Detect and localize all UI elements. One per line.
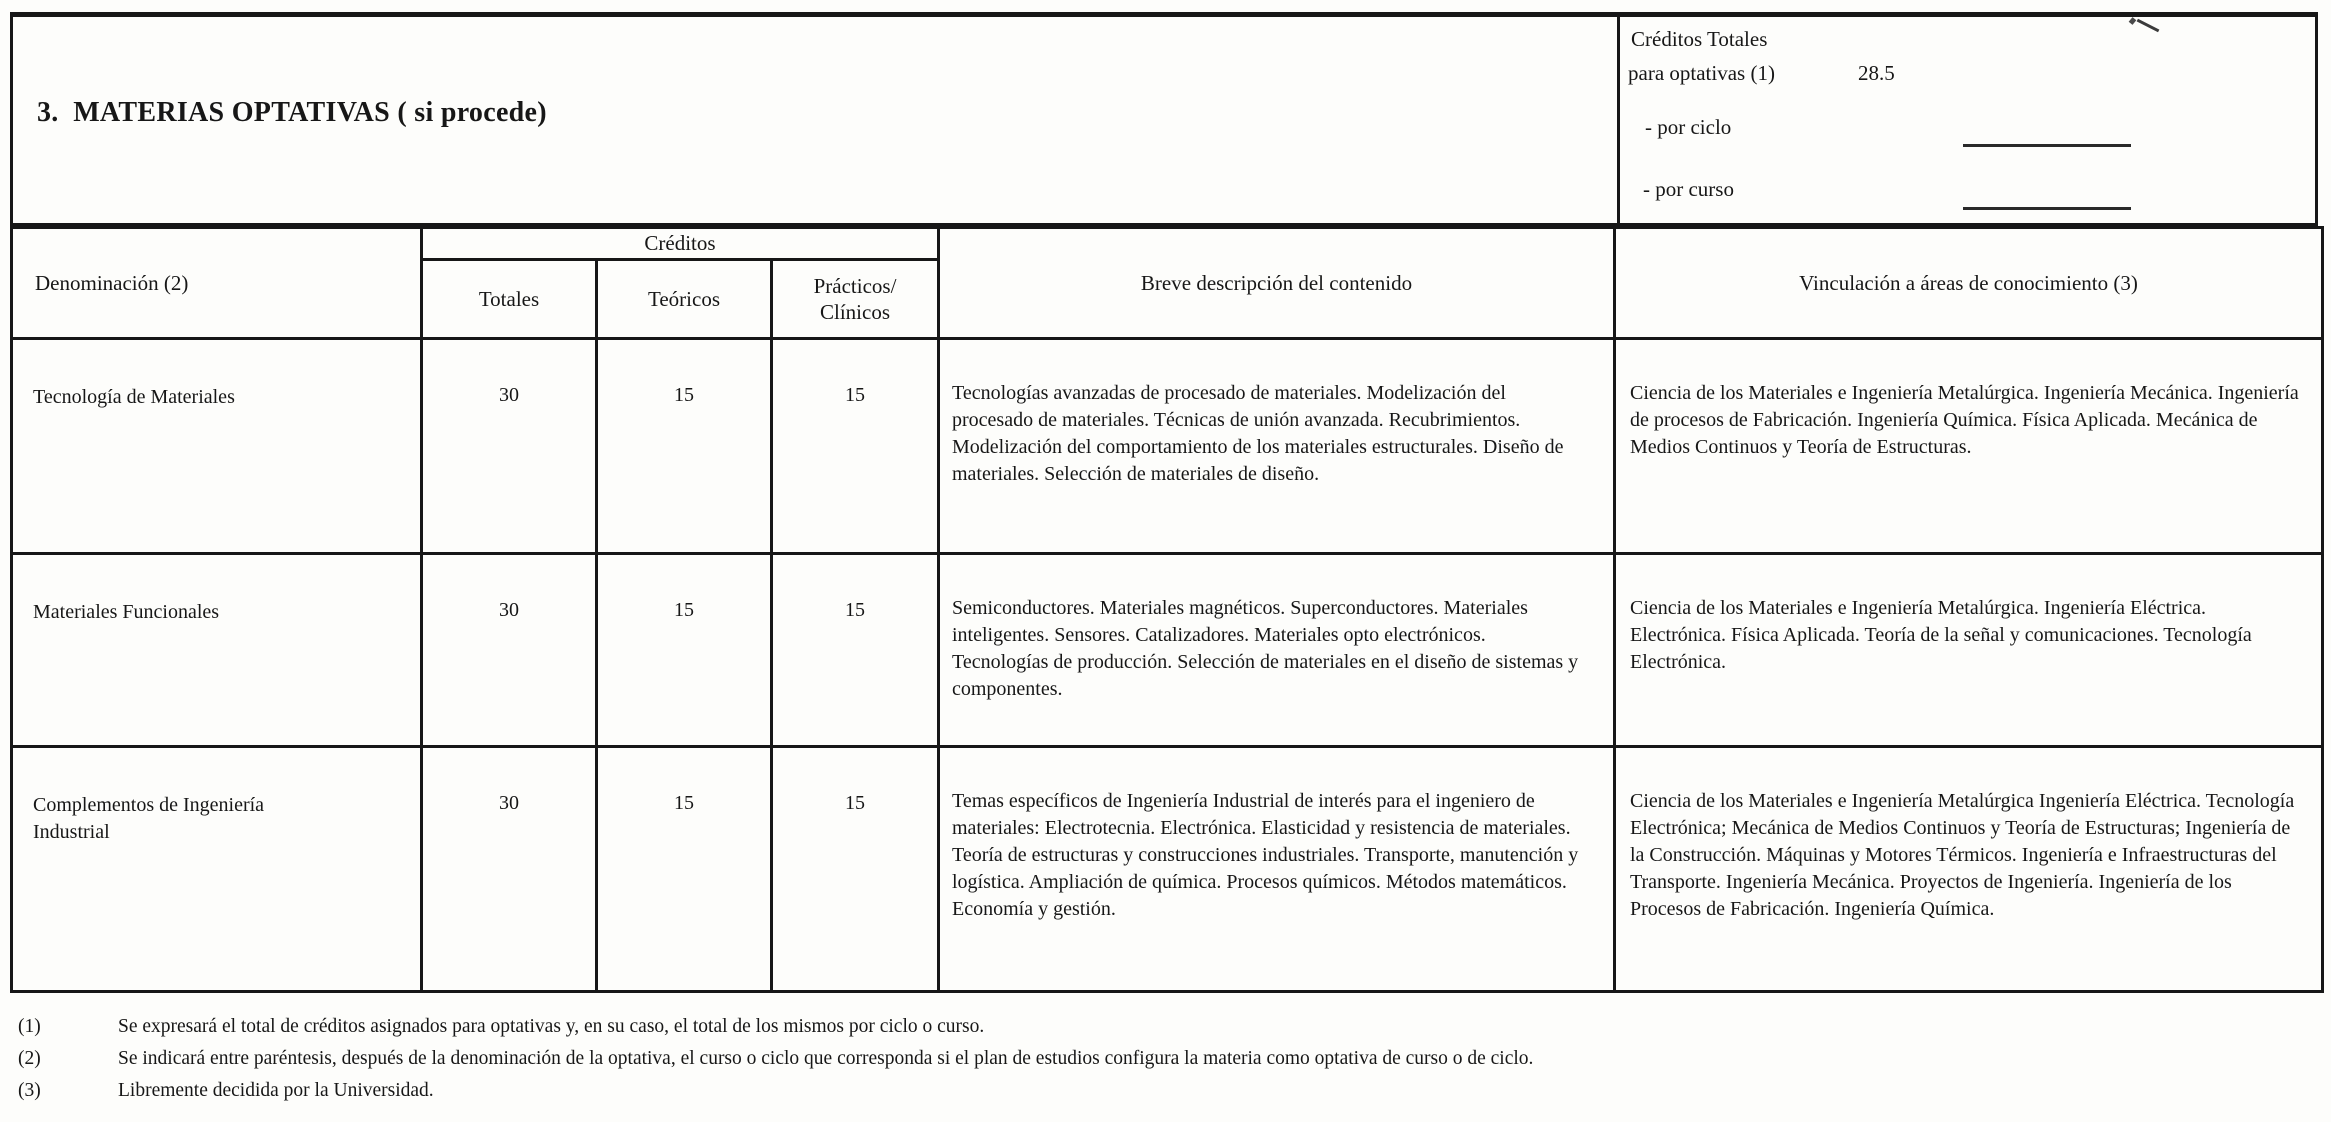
cell-credits-practical: 15	[770, 552, 940, 748]
footnotes: (1) Se expresará el total de créditos as…	[18, 1016, 2318, 1112]
cell-credits-total: 30	[420, 552, 598, 748]
credits-totals-label-line1: Créditos Totales	[1631, 27, 1768, 51]
credits-totals-box: Créditos Totales para optativas (1) 28.5…	[13, 17, 2315, 223]
header-linkage: Vinculación a áreas de conocimiento (3)	[1613, 226, 2324, 340]
footnote-text: Se expresará el total de créditos asigna…	[118, 1016, 985, 1037]
cell-credits-practical: 15	[770, 745, 940, 993]
cell-linkage: Ciencia de los Materiales e Ingeniería M…	[1613, 337, 2324, 555]
table-row-tecnologia-de-materiales: Tecnología de Materiales 30 15 15 Tecnol…	[10, 337, 2324, 555]
credits-totals-label-line2: para optativas (1)	[1628, 61, 1775, 85]
header-credits-totals: Totales	[420, 258, 598, 340]
header-denomination: Denominación (2)	[10, 226, 423, 340]
table-row-complementos-ingenieria-industrial: Complementos de Ingeniería Industrial 30…	[10, 745, 2324, 993]
tick-stroke	[2136, 18, 2160, 33]
footnote-2: (2) Se indicará entre paréntesis, despué…	[18, 1048, 2318, 1070]
form-header-section: 3. MATERIAS OPTATIVAS ( si procede) Créd…	[10, 12, 2318, 226]
cell-denomination: Tecnología de Materiales	[10, 337, 423, 555]
per-cycle-label: - por ciclo	[1645, 115, 1732, 139]
credits-totals-value: 28.5	[1858, 61, 1895, 85]
per-course-blank-field	[1963, 207, 2131, 210]
cell-credits-total: 30	[420, 337, 598, 555]
header-vertical-divider	[1617, 17, 1620, 223]
footnote-3: (3) Libremente decidida por la Universid…	[18, 1080, 2318, 1102]
footnote-number: (3)	[18, 1080, 41, 1101]
table-header-row-top: Denominación (2) Créditos Breve descripc…	[10, 226, 2324, 340]
section-title: 3. MATERIAS OPTATIVAS ( si procede)	[37, 97, 547, 128]
tick-dot	[2128, 17, 2137, 25]
footnote-text: Libremente decidida por la Universidad.	[118, 1080, 434, 1101]
cell-credits-total: 30	[420, 745, 598, 993]
handwritten-tick-mark	[2128, 16, 2168, 40]
cell-linkage: Ciencia de los Materiales e Ingeniería M…	[1613, 552, 2324, 748]
cell-credits-theoretical: 15	[595, 745, 773, 993]
cell-description: Temas específicos de Ingeniería Industri…	[937, 745, 1616, 993]
cell-credits-theoretical: 15	[595, 552, 773, 748]
footnote-text: Se indicará entre paréntesis, después de…	[118, 1048, 1534, 1069]
cell-credits-theoretical: 15	[595, 337, 773, 555]
per-course-label: - por curso	[1643, 177, 1734, 201]
cell-denomination: Materiales Funcionales	[10, 552, 423, 748]
cell-description: Tecnologías avanzadas de procesado de ma…	[937, 337, 1616, 555]
header-description: Breve descripción del contenido	[937, 226, 1616, 340]
footnote-number: (2)	[18, 1048, 41, 1069]
table-header-row-sub: Totales Teóricos Prácticos/ Clínicos	[12, 258, 2323, 340]
table-row-materiales-funcionales: Materiales Funcionales 30 15 15 Semicond…	[10, 552, 2324, 748]
footnote-number: (1)	[18, 1016, 41, 1037]
header-credits-practical: Prácticos/ Clínicos	[770, 258, 940, 340]
header-credits-group: Créditos	[420, 226, 940, 261]
per-cycle-blank-field	[1963, 144, 2131, 147]
cell-linkage: Ciencia de los Materiales e Ingeniería M…	[1613, 745, 2324, 993]
cell-credits-practical: 15	[770, 337, 940, 555]
optional-subjects-table: Denominación (2) Créditos Breve descripc…	[10, 226, 2324, 993]
header-credits-theoretical: Teóricos	[595, 258, 773, 340]
cell-description: Semiconductores. Materiales magnéticos. …	[937, 552, 1616, 748]
cell-denomination: Complementos de Ingeniería Industrial	[10, 745, 423, 993]
footnote-1: (1) Se expresará el total de créditos as…	[18, 1016, 2318, 1038]
